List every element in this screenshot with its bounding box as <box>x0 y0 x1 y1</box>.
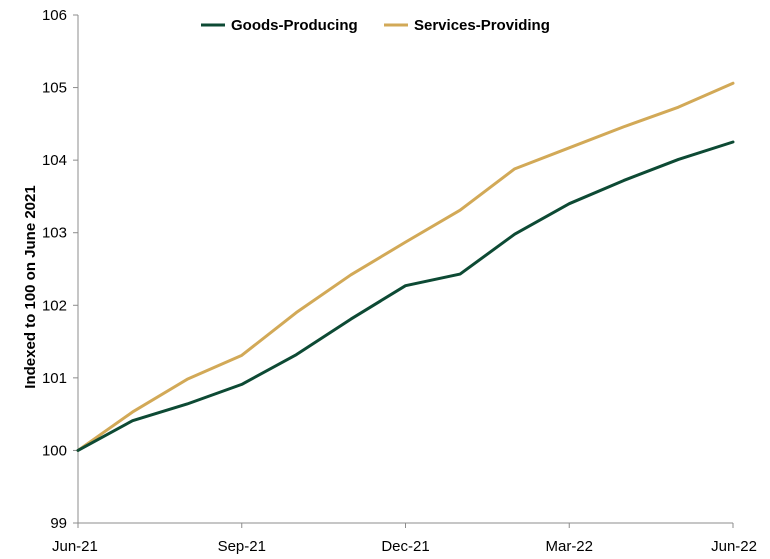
x-tick-label: Dec-21 <box>381 538 429 555</box>
y-tick-label: 106 <box>42 7 67 24</box>
series-line-services-providing <box>76 81 735 452</box>
x-tick-label: Mar-22 <box>545 538 593 555</box>
y-tick-label: 99 <box>50 515 67 532</box>
y-axis: 99 100 101 102 103 104 105 106 <box>42 7 79 532</box>
x-tick-label: Jun-22 <box>711 538 757 555</box>
y-tick-label: 104 <box>42 152 67 169</box>
x-tick-label: Sep-21 <box>218 538 266 555</box>
y-tick-label: 105 <box>42 80 67 97</box>
y-tick-label: 103 <box>42 225 67 242</box>
y-tick-label: 102 <box>42 297 67 314</box>
series-layer <box>76 81 735 452</box>
y-axis-title: Indexed to 100 on June 2021 <box>22 185 39 388</box>
legend-label-goods-producing: Goods-Producing <box>231 17 358 34</box>
x-tick-label: Jun-21 <box>52 538 98 555</box>
legend-label-services-providing: Services-Providing <box>414 17 550 34</box>
y-tick-label: 100 <box>42 442 67 459</box>
series-line-goods-producing <box>76 140 735 452</box>
x-axis: Jun-21 Sep-21 Dec-21 Mar-22 Jun-22 <box>52 522 757 555</box>
legend: Goods-Producing Services-Providing <box>201 17 550 34</box>
y-tick-label: 101 <box>42 370 67 387</box>
